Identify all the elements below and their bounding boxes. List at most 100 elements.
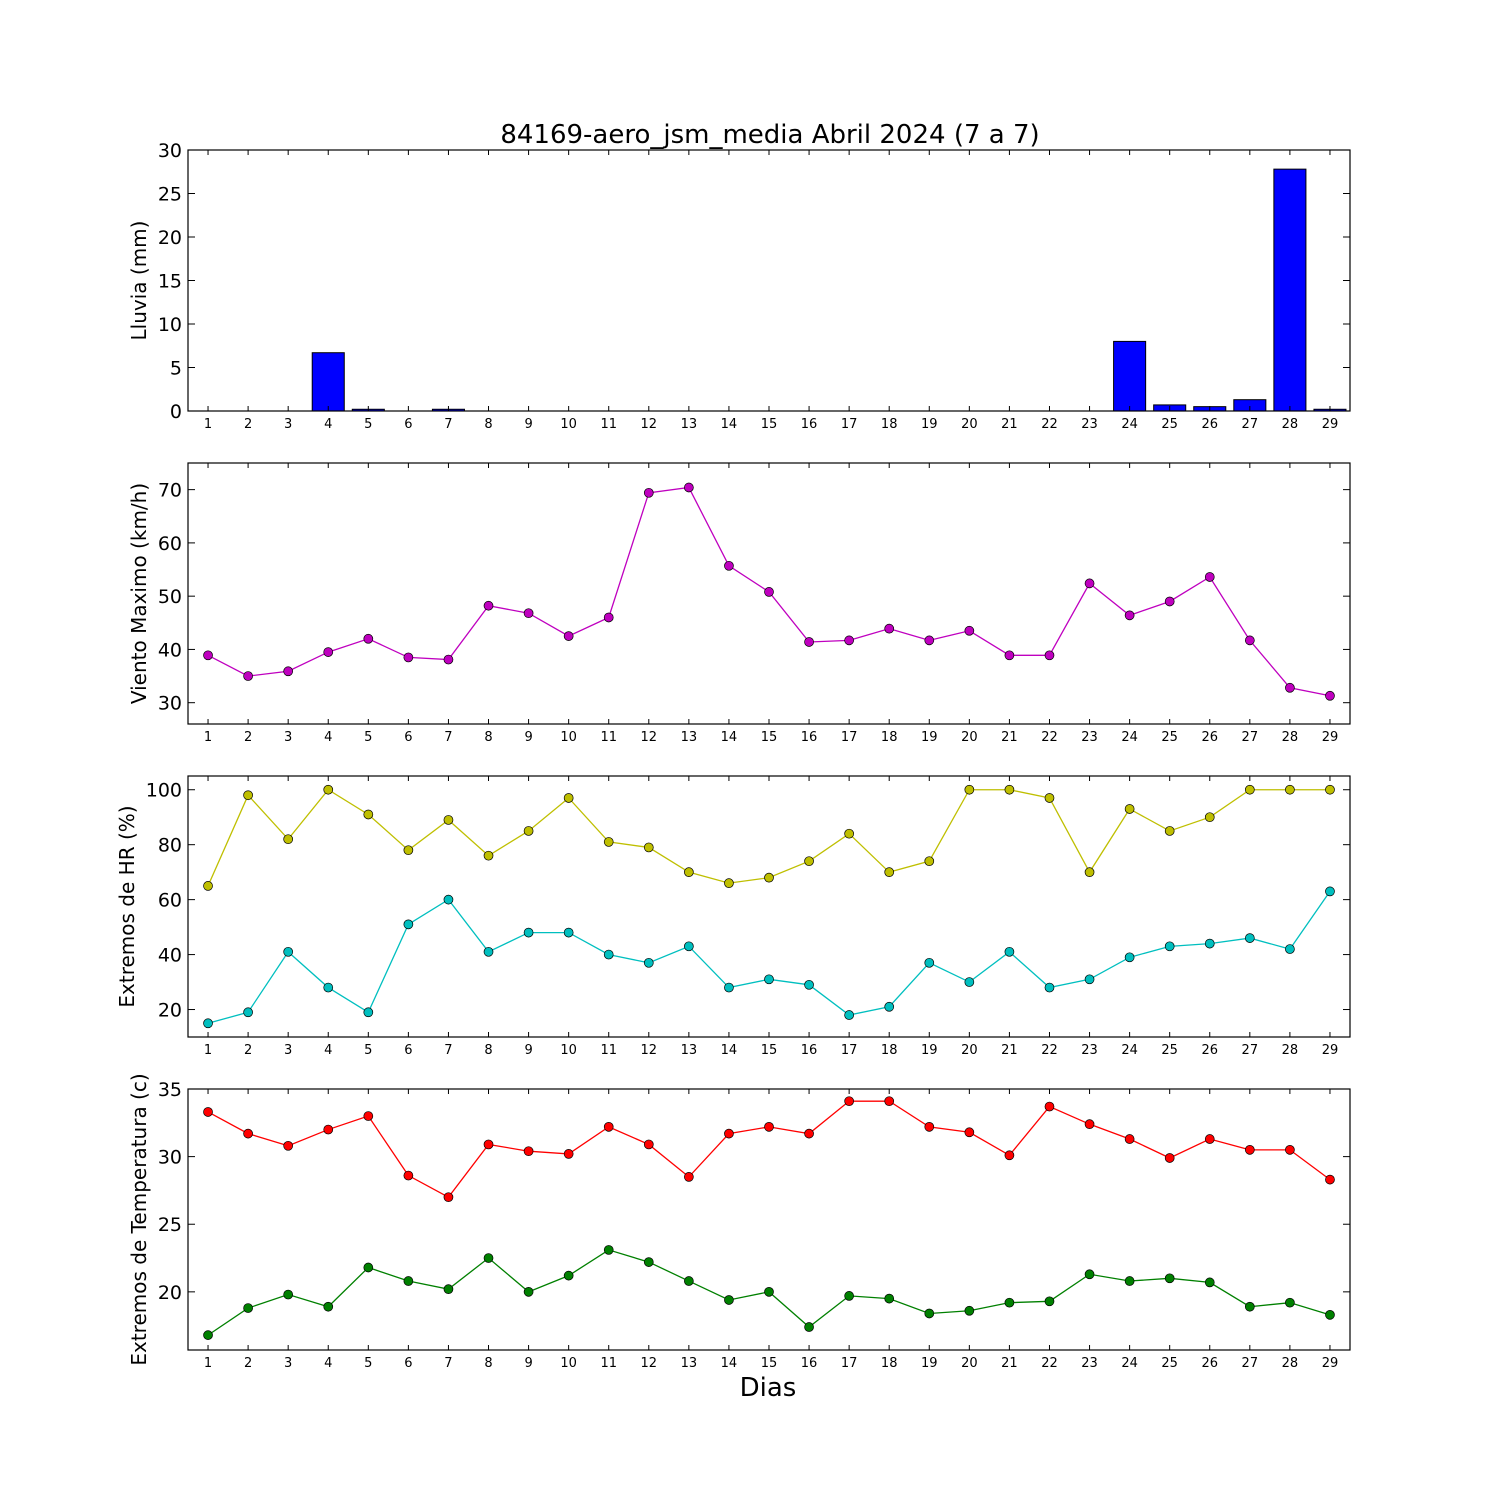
point-s1-day-8 (483, 1139, 494, 1150)
point-s2-day-9 (523, 927, 534, 938)
point-s1-day-15 (764, 1122, 774, 1132)
x-tick-label: 17 (841, 1043, 858, 1058)
x-tick-label: 19 (921, 1356, 938, 1371)
y-tick-label: 20 (158, 1282, 182, 1304)
point-s1-day-2 (243, 671, 253, 681)
point-s1-day-27 (1244, 635, 1255, 646)
point-s1-day-12 (643, 842, 654, 853)
point-s2-day-25 (1164, 1273, 1175, 1284)
x-tick-label: 29 (1322, 730, 1339, 745)
x-tick-label: 10 (560, 417, 577, 432)
point-s1-day-6 (403, 652, 414, 663)
x-tick-label: 20 (961, 417, 978, 432)
x-tick-label: 2 (244, 1356, 252, 1371)
point-s1-day-28 (1285, 1145, 1295, 1155)
point-s2-day-12 (643, 957, 654, 968)
point-s1-day-27 (1244, 784, 1255, 795)
point-s2-day-4 (323, 1301, 334, 1312)
y-tick-label: 5 (170, 358, 182, 380)
point-s2-day-18 (884, 1293, 895, 1304)
x-tick-label: 10 (560, 730, 577, 745)
x-tick-label: 15 (761, 1356, 778, 1371)
x-tick-label: 22 (1041, 1356, 1058, 1371)
point-s1-day-14 (724, 878, 734, 888)
point-s1-day-7 (443, 654, 454, 665)
point-s1-day-14 (724, 1128, 734, 1139)
point-s2-day-8 (483, 946, 494, 957)
point-s1-day-16 (804, 637, 814, 647)
x-tick-label: 12 (641, 730, 658, 745)
point-s1-day-9 (523, 608, 534, 619)
point-s2-day-21 (1004, 946, 1015, 957)
y-tick-label: 25 (158, 1214, 182, 1236)
point-s2-day-24 (1124, 1276, 1135, 1286)
y-axis-label: Viento Maximo (km/h) (127, 483, 151, 704)
x-tick-label: 4 (324, 417, 332, 432)
point-s1-day-23 (1084, 1119, 1095, 1130)
point-s2-day-10 (563, 927, 574, 938)
x-tick-label: 24 (1121, 1356, 1138, 1371)
point-s1-day-24 (1124, 610, 1135, 621)
x-tick-label: 15 (761, 417, 778, 432)
point-s2-day-17 (844, 1291, 854, 1301)
series-line-1 (207, 1100, 1331, 1199)
x-tick-label: 13 (681, 1043, 698, 1058)
x-tick-label: 29 (1322, 1043, 1339, 1058)
point-s1-day-26 (1204, 812, 1215, 823)
x-tick-label: 25 (1161, 1043, 1178, 1058)
point-s1-day-28 (1285, 682, 1295, 693)
series-line-1 (207, 788, 1330, 887)
x-tick-label: 3 (284, 1356, 292, 1371)
point-s1-day-18 (884, 1096, 895, 1107)
point-s1-day-14 (724, 560, 734, 571)
x-tick-label: 11 (600, 417, 617, 432)
x-tick-label: 14 (721, 730, 738, 745)
bar-day-24 (1113, 340, 1147, 411)
point-s2-day-26 (1204, 1277, 1215, 1288)
x-tick-label: 23 (1081, 1043, 1098, 1058)
x-tick-label: 21 (1001, 417, 1018, 432)
point-s2-day-26 (1204, 938, 1215, 949)
point-s2-day-15 (764, 974, 774, 985)
x-tick-label: 1 (204, 417, 212, 432)
point-s1-day-25 (1164, 1153, 1175, 1163)
point-s1-day-9 (523, 1146, 534, 1157)
point-s2-day-7 (443, 894, 454, 905)
point-s2-day-15 (764, 1286, 774, 1297)
x-tick-label: 6 (404, 730, 412, 745)
x-tick-label: 28 (1282, 1356, 1299, 1371)
y-tick-label: 10 (158, 314, 182, 336)
point-s2-day-16 (804, 979, 814, 990)
point-s1-day-20 (964, 1127, 975, 1138)
point-s2-day-16 (804, 1322, 814, 1332)
x-tick-label: 1 (204, 730, 212, 745)
point-s2-day-25 (1164, 941, 1175, 952)
y-tick-label: 70 (158, 480, 182, 502)
point-s2-day-28 (1285, 1297, 1295, 1308)
x-tick-label: 16 (801, 1043, 818, 1058)
y-tick-label: 30 (158, 693, 182, 715)
point-s2-day-5 (363, 1262, 374, 1273)
x-tick-label: 22 (1041, 1043, 1058, 1058)
x-tick-label: 8 (484, 417, 492, 432)
point-s1-day-6 (403, 845, 414, 856)
point-s2-day-14 (724, 982, 734, 993)
x-tick-label: 16 (801, 730, 818, 745)
point-s1-day-26 (1204, 1134, 1215, 1144)
point-s1-day-13 (684, 867, 694, 878)
point-s2-day-23 (1084, 974, 1095, 985)
point-s1-day-1 (203, 650, 213, 661)
y-tick-label: 30 (158, 1147, 182, 1169)
y-tick-label: 60 (158, 533, 182, 555)
x-tick-label: 5 (364, 730, 372, 745)
x-tick-label: 11 (600, 1356, 617, 1371)
x-tick-label: 19 (921, 417, 938, 432)
x-tick-label: 19 (921, 1043, 938, 1058)
point-s1-day-20 (964, 784, 975, 795)
x-tick-label: 5 (364, 1356, 372, 1371)
x-tick-label: 14 (721, 417, 738, 432)
point-s1-day-12 (643, 1139, 654, 1150)
point-s1-day-29 (1325, 690, 1335, 701)
y-tick-label: 60 (158, 890, 182, 912)
